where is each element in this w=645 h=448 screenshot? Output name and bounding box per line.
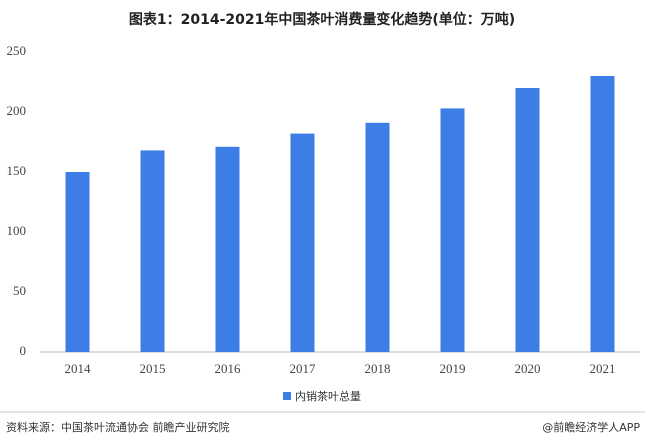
x-tick-label: 2019 xyxy=(440,361,466,376)
bar xyxy=(515,88,540,352)
legend-label: 内销茶叶总量 xyxy=(295,389,361,403)
bar xyxy=(65,172,90,352)
bar xyxy=(290,133,315,352)
x-tick-label: 2017 xyxy=(290,361,317,376)
bar xyxy=(365,122,390,352)
chart-title: 图表1：2014-2021年中国茶叶消费量变化趋势(单位：万吨) xyxy=(129,11,515,28)
x-tick-label: 2021 xyxy=(590,361,616,376)
bar xyxy=(440,108,465,353)
bar xyxy=(590,76,615,352)
y-tick-label: 150 xyxy=(7,163,27,178)
bar xyxy=(215,146,240,352)
legend-swatch xyxy=(283,392,291,400)
x-tick-label: 2016 xyxy=(215,361,242,376)
credit: @前瞻经济学人APP xyxy=(542,420,640,434)
x-tick-label: 2020 xyxy=(515,361,541,376)
source: 资料来源：中国茶叶流通协会 前瞻产业研究院 xyxy=(6,420,230,434)
y-tick-label: 200 xyxy=(7,103,27,118)
y-tick-label: 250 xyxy=(7,43,27,58)
x-tick-label: 2018 xyxy=(365,361,391,376)
y-tick-label: 50 xyxy=(13,283,26,298)
bar xyxy=(140,150,165,352)
y-tick-label: 100 xyxy=(7,223,27,238)
x-tick-label: 2015 xyxy=(140,361,166,376)
x-tick-label: 2014 xyxy=(65,361,92,376)
y-tick-label: 0 xyxy=(20,343,27,358)
